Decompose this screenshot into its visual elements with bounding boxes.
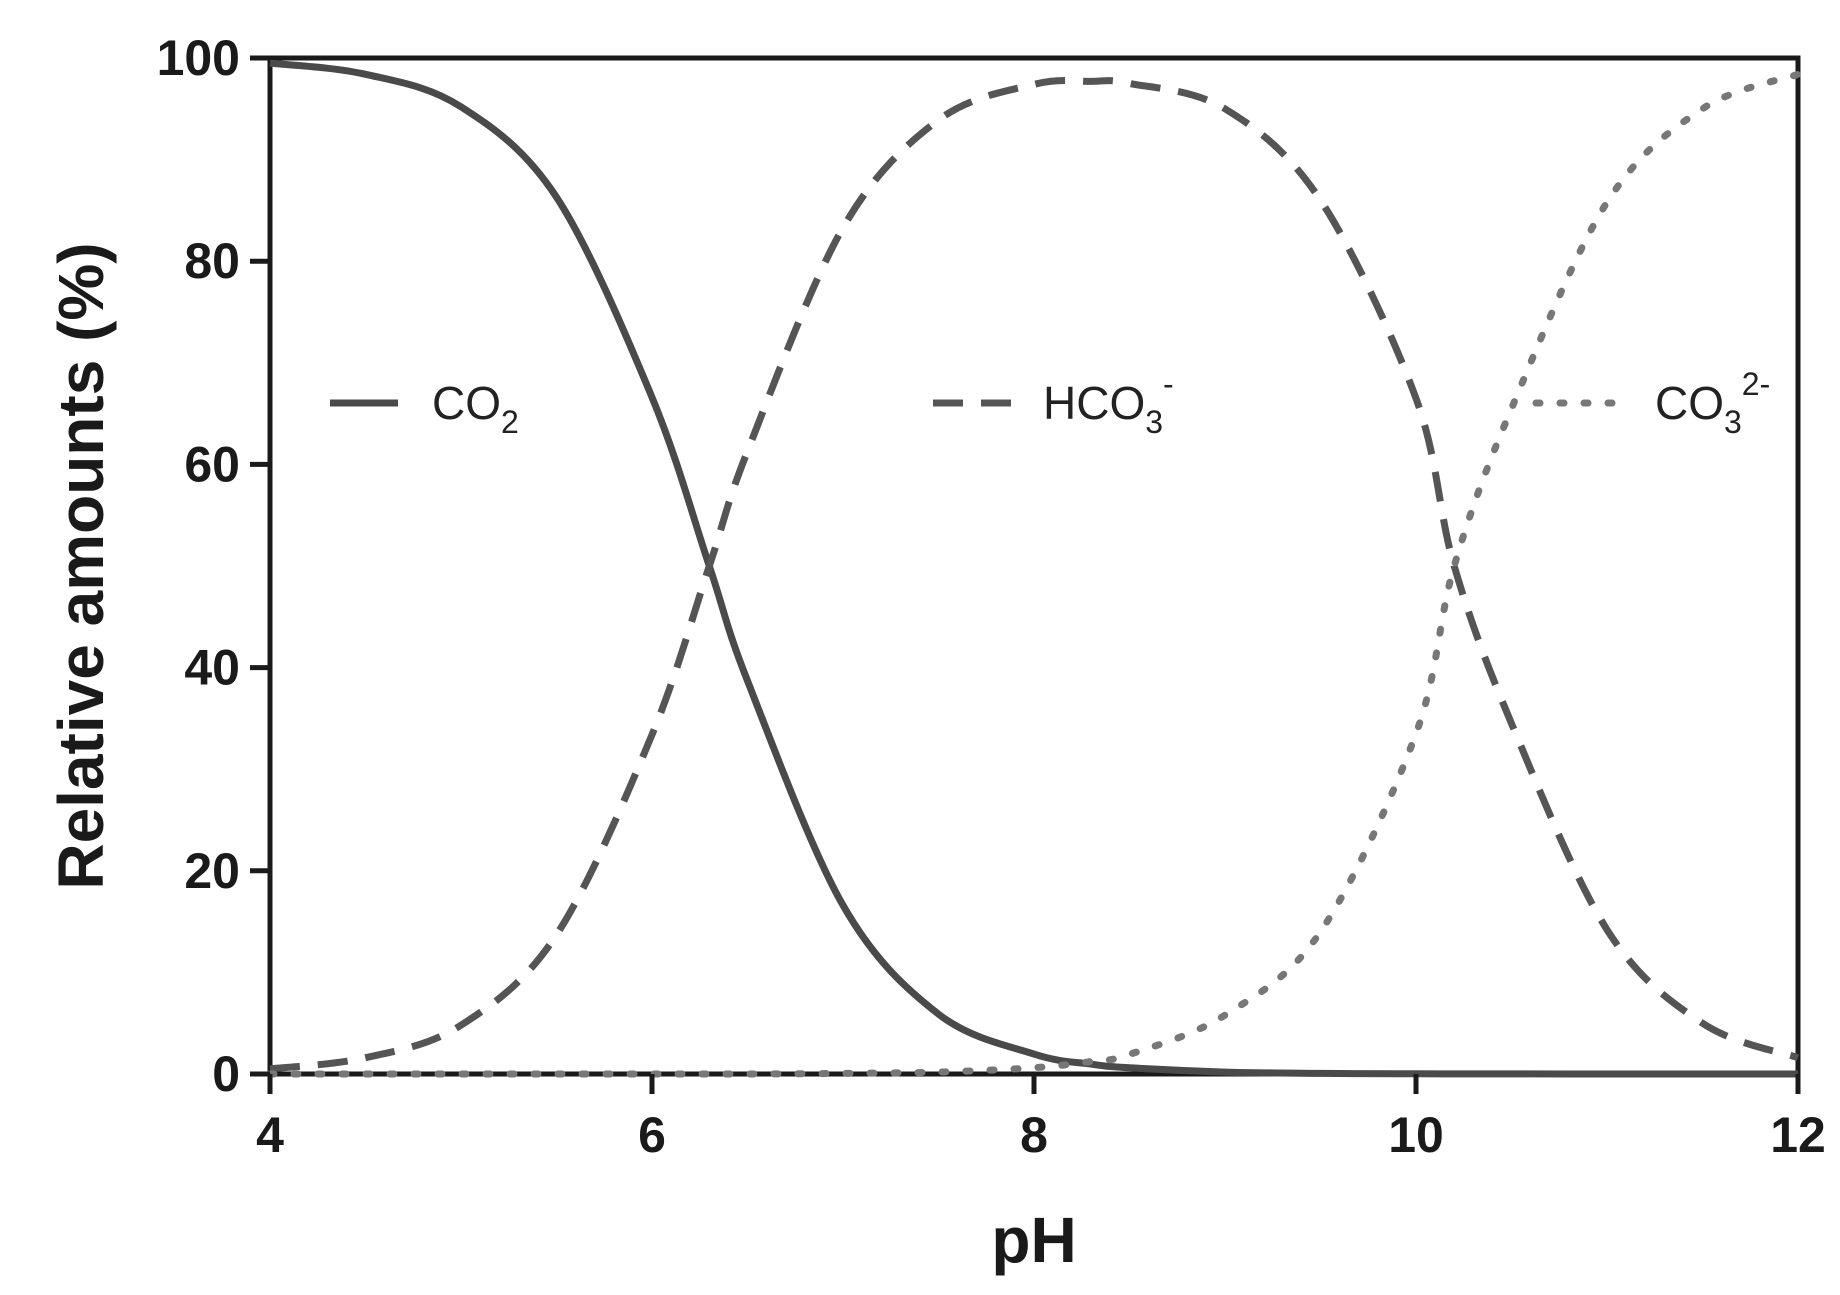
plot-frame <box>267 55 1801 1077</box>
y-tick-label: 80 <box>184 233 240 289</box>
x-tick-label: 6 <box>638 1107 666 1163</box>
legend: CO2 HCO3- CO32- <box>330 366 1770 440</box>
curves-group <box>266 59 1802 1078</box>
series-line-2 <box>266 70 1802 1078</box>
legend-label-2: CO32- <box>1655 366 1770 440</box>
x-axis-ticks: 4 6 8 10 12 <box>256 1074 1826 1163</box>
legend-label-1: HCO3- <box>1043 366 1174 440</box>
x-axis-title: pH <box>991 1204 1076 1276</box>
series-line-0 <box>269 59 1798 1078</box>
series-line-1 <box>269 77 1800 1073</box>
y-tick-label: 0 <box>212 1046 240 1102</box>
x-tick-label: 8 <box>1020 1107 1048 1163</box>
x-tick-label: 12 <box>1770 1107 1826 1163</box>
y-tick-label: 60 <box>184 436 240 492</box>
x-tick-label: 4 <box>256 1107 284 1163</box>
y-axis-ticks: 0 20 40 60 80 100 <box>157 30 270 1102</box>
legend-label-0: CO2 <box>432 377 519 440</box>
x-tick-label: 10 <box>1388 1107 1444 1163</box>
y-tick-label: 40 <box>184 640 240 696</box>
y-tick-label: 100 <box>157 30 240 86</box>
y-axis-title: Relative amounts (%) <box>45 242 117 889</box>
y-tick-label: 20 <box>184 843 240 899</box>
